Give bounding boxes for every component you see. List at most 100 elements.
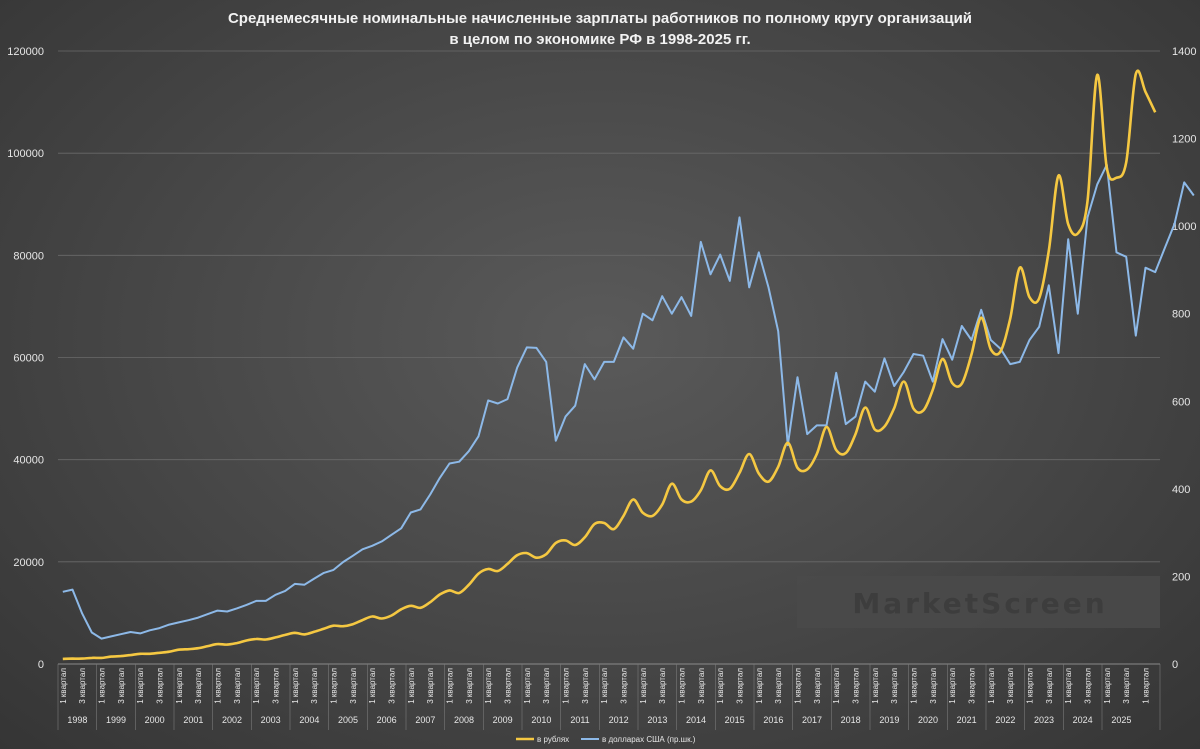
x-tick-label: 3 квартал: [156, 668, 165, 704]
year-label: 2016: [763, 715, 783, 725]
year-label: 2025: [1111, 715, 1131, 725]
x-tick-label: 3 квартал: [620, 668, 629, 704]
y-left-tick-label: 60000: [13, 353, 44, 365]
x-tick-label: 3 квартал: [736, 668, 745, 704]
x-tick-label: 1 квартал: [755, 668, 764, 704]
chart-title: Среднемесячные номинальные начисленные з…: [228, 10, 972, 48]
year-label: 2017: [802, 715, 822, 725]
x-tick-label: 1 квартал: [562, 668, 571, 704]
x-tick-label: 1 квартал: [523, 668, 532, 704]
y-axis-right: 0 200 400 600 800 1000 1200 1400: [1172, 46, 1196, 671]
series-line-rub: [62, 69, 1157, 661]
x-tick-label: 3 квартал: [890, 668, 899, 704]
year-label: 2020: [918, 715, 938, 725]
year-label: 2023: [1034, 715, 1054, 725]
x-tick-label: 3 квартал: [349, 668, 358, 704]
x-tick-label: 1 квартал: [214, 668, 223, 704]
y-left-tick-label: 40000: [13, 455, 44, 467]
y-right-tick-label: 0: [1172, 659, 1178, 671]
x-tick-label: 1 квартал: [291, 668, 300, 704]
x-tick-label: 1 квартал: [368, 668, 377, 704]
year-label: 2018: [841, 715, 861, 725]
y-right-tick-label: 800: [1172, 309, 1190, 321]
x-tick-label: 3 квартал: [1045, 668, 1054, 704]
year-label: 2013: [647, 715, 667, 725]
x-tick-label: 3 квартал: [78, 668, 87, 704]
year-label: 1999: [106, 715, 126, 725]
x-tick-label: 3 квартал: [1122, 668, 1131, 704]
y-right-tick-label: 200: [1172, 571, 1190, 583]
x-tick-label: 3 квартал: [774, 668, 783, 704]
chart-title-line: Среднемесячные номинальные начисленные з…: [228, 10, 972, 27]
x-tick-label: 1 квартал: [1142, 668, 1151, 704]
x-tick-label: 1 квартал: [987, 668, 996, 704]
y-right-tick-label: 600: [1172, 396, 1190, 408]
x-tick-label: 1 квартал: [794, 668, 803, 704]
year-label: 2019: [879, 715, 899, 725]
year-label: 2024: [1073, 715, 1093, 725]
x-tick-label: 1 квартал: [252, 668, 261, 704]
year-label: 2000: [145, 715, 165, 725]
x-tick-label: 3 квартал: [852, 668, 861, 704]
chart-title-line: в целом по экономике РФ в 1998-2025 гг.: [449, 31, 750, 48]
x-tick-label: 3 квартал: [504, 668, 513, 704]
x-tick-label: 1 квартал: [484, 668, 493, 704]
y-left-tick-label: 100000: [7, 148, 44, 160]
x-tick-label: 3 квартал: [1084, 668, 1093, 704]
year-label: 2015: [725, 715, 745, 725]
x-tick-label: 1 квартал: [600, 668, 609, 704]
x-tick-label: 3 квартал: [465, 668, 474, 704]
y-axis-left: 0 20000 40000 60000 80000 100000 120000: [7, 46, 44, 671]
x-tick-label: 1 квартал: [639, 668, 648, 704]
x-tick-label: 3 квартал: [117, 668, 126, 704]
legend: в рублях в долларах США (пр.шк.): [516, 735, 696, 744]
x-tick-label: 1 квартал: [716, 668, 725, 704]
year-label: 2011: [570, 715, 589, 725]
x-tick-label: 3 квартал: [658, 668, 667, 704]
y-left-tick-label: 120000: [7, 46, 44, 58]
year-label: 2008: [454, 715, 474, 725]
year-label: 2009: [493, 715, 513, 725]
year-label: 2004: [299, 715, 319, 725]
x-tick-label: 1 квартал: [1103, 668, 1112, 704]
x-tick-label: 1 квартал: [832, 668, 841, 704]
series-layer: [62, 69, 1195, 661]
year-label: 2001: [183, 715, 203, 725]
legend-label-usd: в долларах США (пр.шк.): [602, 735, 696, 744]
x-tick-label: 3 квартал: [194, 668, 203, 704]
watermark: MarketScreen: [797, 576, 1160, 628]
x-tick-label: 3 квартал: [813, 668, 822, 704]
gridlines: [58, 50, 1160, 665]
x-tick-label: 1 квартал: [678, 668, 687, 704]
x-tick-label: 1 квартал: [136, 668, 145, 704]
year-label: 2002: [222, 715, 242, 725]
x-tick-label: 3 квартал: [581, 668, 590, 704]
x-tick-label: 3 квартал: [929, 668, 938, 704]
y-left-tick-label: 20000: [13, 557, 44, 569]
x-tick-label: 1 квартал: [98, 668, 107, 704]
year-label: 2022: [995, 715, 1015, 725]
x-tick-label: 3 квартал: [272, 668, 281, 704]
x-tick-label: 3 квартал: [968, 668, 977, 704]
year-label: 2021: [957, 715, 977, 725]
year-label: 2005: [338, 715, 358, 725]
y-right-tick-label: 1000: [1172, 221, 1196, 233]
y-right-tick-label: 400: [1172, 484, 1190, 496]
y-right-tick-label: 1400: [1172, 46, 1196, 58]
y-left-tick-label: 80000: [13, 250, 44, 262]
x-tick-label: 1 квартал: [948, 668, 957, 704]
year-label: 2006: [377, 715, 397, 725]
x-tick-label: 1 квартал: [175, 668, 184, 704]
x-tick-label: 3 квартал: [1006, 668, 1015, 704]
x-tick-label: 1 квартал: [59, 668, 68, 704]
x-tick-label: 3 квартал: [542, 668, 551, 704]
y-right-tick-label: 1200: [1172, 134, 1196, 146]
y-left-tick-label: 0: [38, 659, 44, 671]
x-tick-label: 1 квартал: [407, 668, 416, 704]
x-tick-label: 3 квартал: [388, 668, 397, 704]
legend-label-rub: в рублях: [537, 735, 569, 744]
x-tick-label: 3 квартал: [697, 668, 706, 704]
x-tick-label: 3 квартал: [426, 668, 435, 704]
year-label: 1998: [67, 715, 87, 725]
year-label: 2007: [415, 715, 435, 725]
